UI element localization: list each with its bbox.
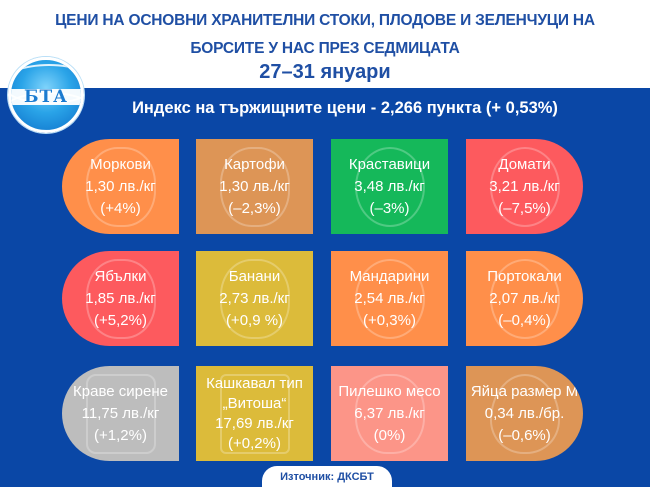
product-name: Портокали <box>487 267 562 285</box>
logo-text: БТА <box>23 87 69 107</box>
product-price: 1,85 лв./кг <box>85 289 156 307</box>
product-change: (+0,2%) <box>228 434 281 452</box>
product-name: Кашкавал тип „Витоша“ <box>206 374 303 412</box>
banana-icon <box>219 258 290 339</box>
price-card-tomatoes: Домати 3,21 лв./кг (–7,5%) <box>466 139 583 234</box>
tangerine-icon <box>354 258 425 339</box>
price-card-bananas: Банани 2,73 лв./кг (+0,9 %) <box>196 251 313 346</box>
source-label: Източник: ДКСБТ <box>262 466 392 487</box>
product-price: 2,73 лв./кг <box>219 289 290 307</box>
product-change: (+4%) <box>100 199 141 217</box>
product-price: 11,75 лв./кг <box>81 404 160 422</box>
product-name: Мандарини <box>349 267 430 285</box>
product-change: (–3%) <box>369 199 410 217</box>
title-line-2: БОРСИТЕ У НАС ПРЕЗ СЕДМИЦАТА <box>190 40 460 57</box>
product-price: 17,69 лв./кг <box>215 414 294 432</box>
market-index: Индекс на тържищните цени - 2,266 пункта… <box>132 99 558 117</box>
period: 27–31 януари <box>259 61 391 83</box>
product-name: Моркови <box>90 155 151 173</box>
price-card-tangerines: Мандарини 2,54 лв./кг (+0,3%) <box>331 251 448 346</box>
cucumber-icon <box>354 146 425 227</box>
product-name: Домати <box>498 155 551 173</box>
header-band <box>0 0 650 88</box>
price-card-eggs: Яйца размер М 0,34 лв./бр. (–0,6%) <box>466 366 583 461</box>
chicken-icon <box>354 373 425 454</box>
product-change: (–7,5%) <box>498 199 551 217</box>
product-name: Краве сирене <box>73 382 168 400</box>
product-name: Пилешко месо <box>338 382 441 400</box>
product-price: 0,34 лв./бр. <box>484 404 565 422</box>
price-card-potatoes: Картофи 1,30 лв./кг (–2,3%) <box>196 139 313 234</box>
product-price: 2,54 лв./кг <box>354 289 425 307</box>
product-change: (–0,4%) <box>498 311 551 329</box>
bta-logo: БТА <box>8 57 84 133</box>
product-name: Ябълки <box>94 267 147 285</box>
title-line-1: ЦЕНИ НА ОСНОВНИ ХРАНИТЕЛНИ СТОКИ, ПЛОДОВ… <box>55 12 595 29</box>
product-name: Банани <box>228 267 281 285</box>
product-change: (0%) <box>373 426 406 444</box>
product-change: (+0,9 %) <box>225 311 284 329</box>
product-change: (+1,2%) <box>94 426 147 444</box>
product-change: (+0,3%) <box>363 311 416 329</box>
product-price: 6,37 лв./кг <box>354 404 425 422</box>
product-change: (–2,3%) <box>228 199 281 217</box>
product-name: Картофи <box>224 155 285 173</box>
product-price: 3,48 лв./кг <box>354 177 425 195</box>
price-card-cucumbers: Краставици 3,48 лв./кг (–3%) <box>331 139 448 234</box>
tomato-icon <box>489 146 560 227</box>
product-change: (–0,6%) <box>498 426 551 444</box>
product-name: Яйца размер М <box>470 382 579 400</box>
carrot-icon <box>85 146 156 227</box>
price-card-carrots: Моркови 1,30 лв./кг (+4%) <box>62 139 179 234</box>
apple-icon <box>85 258 156 339</box>
price-card-white-cheese: Краве сирене 11,75 лв./кг (+1,2%) <box>62 366 179 461</box>
product-name: Краставици <box>348 155 431 173</box>
product-price: 1,30 лв./кг <box>85 177 156 195</box>
potato-icon <box>219 146 290 227</box>
product-price: 1,30 лв./кг <box>219 177 290 195</box>
product-price: 3,21 лв./кг <box>489 177 560 195</box>
cheese-icon <box>85 373 156 454</box>
product-change: (+5,2%) <box>94 311 147 329</box>
product-price: 2,07 лв./кг <box>489 289 560 307</box>
price-card-chicken: Пилешко месо 6,37 лв./кг (0%) <box>331 366 448 461</box>
egg-icon <box>489 373 560 454</box>
price-card-yellow-cheese: Кашкавал тип „Витоша“ 17,69 лв./кг (+0,2… <box>196 366 313 461</box>
logo-band <box>11 89 81 105</box>
orange-icon <box>489 258 560 339</box>
price-card-oranges: Портокали 2,07 лв./кг (–0,4%) <box>466 251 583 346</box>
yellow-cheese-icon <box>219 373 290 454</box>
price-card-apples: Ябълки 1,85 лв./кг (+5,2%) <box>62 251 179 346</box>
